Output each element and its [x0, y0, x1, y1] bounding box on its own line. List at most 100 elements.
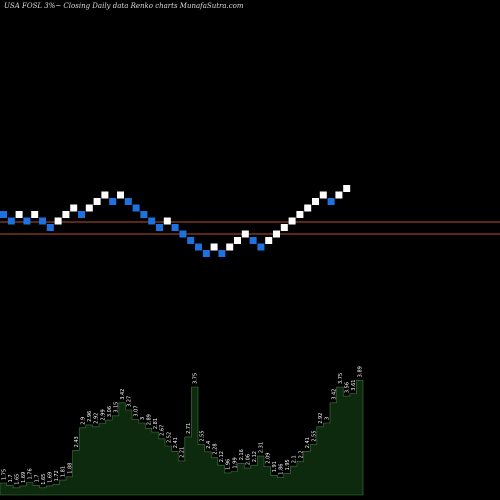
- lower-panel-value-label: 1.86: [279, 464, 285, 475]
- renko-brick-up: [101, 191, 109, 199]
- lower-panel-value-label: 1.99: [232, 457, 238, 468]
- renko-brick-up: [234, 237, 241, 244]
- renko-brick-up: [296, 211, 304, 218]
- renko-brick-up: [312, 198, 319, 205]
- lower-panel-value-label: 3.15: [114, 402, 120, 413]
- lower-panel-value-label: 1.65: [15, 474, 21, 485]
- renko-brick-up: [241, 230, 249, 238]
- lower-panel-value-label: 2.31: [259, 442, 265, 453]
- lower-panel-value-label: 2.21: [180, 447, 186, 458]
- lower-panel-value-label: 1.69: [21, 472, 27, 483]
- lower-panel-value-label: 2.12: [252, 451, 258, 462]
- lower-panel-value-label: 1.65: [41, 474, 47, 485]
- lower-panel-value-label: 2.67: [160, 425, 166, 436]
- lower-panel-value-label: 3.07: [133, 405, 139, 416]
- renko-brick-up: [31, 211, 39, 218]
- lower-panel-value-label: 2.4: [206, 441, 212, 449]
- renko-brick-up: [304, 204, 312, 212]
- lower-panel-value-label: 2.81: [153, 418, 159, 429]
- lower-panel-value-label: 2.41: [305, 437, 311, 448]
- renko-brick-down: [156, 224, 163, 231]
- renko-brick-down: [171, 224, 179, 231]
- renko-brick-down: [78, 211, 85, 218]
- lower-panel-value-label: 1.75: [1, 469, 7, 480]
- reference-lines: [0, 221, 500, 235]
- renko-brick-down: [148, 217, 156, 225]
- renko-brick-down: [109, 198, 117, 205]
- lower-panel-value-label: 2.71: [186, 423, 192, 434]
- renko-brick-up: [335, 191, 343, 199]
- lower-panel-value-label: 2.2: [298, 450, 304, 458]
- renko-brick-up: [163, 217, 171, 225]
- renko-brick-down: [39, 217, 46, 225]
- renko-brick-up: [70, 204, 78, 212]
- lower-panel-value-label: 3.75: [338, 373, 344, 384]
- lower-panel-value-label: 2.43: [74, 436, 80, 447]
- lower-panel-value-label: 2.1: [292, 455, 298, 463]
- lower-panel-value-label: 1.72: [54, 470, 60, 481]
- renko-brick-up: [288, 217, 296, 225]
- renko-brick-down: [179, 230, 187, 238]
- renko-brick-down: [257, 243, 265, 251]
- lower-panel-value-label: 2.55: [199, 430, 205, 441]
- lower-panel: [0, 380, 364, 496]
- lower-panel-value-label: 2.06: [246, 454, 252, 465]
- lower-panel-value-label: 2.99: [100, 409, 106, 420]
- renko-brick-down: [7, 217, 15, 225]
- lower-panel-value-label: 3.42: [120, 389, 126, 400]
- renko-brick-down: [0, 211, 7, 218]
- renko-bricks: [0, 185, 351, 257]
- lower-panel-labels: 1.75 1.7 1.65 1.69 1.76 1.7 1.65 1.69 1.72 1.81 1.…: [1, 366, 363, 485]
- lower-panel-value-label: 2.52: [166, 432, 172, 443]
- renko-brick-down: [187, 237, 195, 244]
- renko-brick-up: [210, 243, 218, 251]
- renko-brick-down: [46, 224, 54, 231]
- renko-brick-down: [202, 250, 210, 257]
- lower-panel-value-label: 3.75: [193, 373, 199, 384]
- renko-brick-down: [23, 217, 31, 225]
- lower-panel-value-label: 3.42: [331, 389, 337, 400]
- lower-panel-value-label: 3.89: [358, 366, 364, 377]
- lower-panel-value-label: 2.89: [147, 414, 153, 425]
- lower-panel-value-label: 1.69: [48, 472, 54, 483]
- lower-panel-value-label: 1.7: [34, 474, 40, 482]
- renko-brick-down: [218, 250, 226, 257]
- lower-panel-value-label: 1.96: [226, 459, 232, 470]
- lower-panel-value-label: 1.7: [8, 474, 14, 482]
- lower-panel-value-label: 1.81: [61, 466, 67, 477]
- renko-brick-up: [93, 198, 101, 205]
- lower-panel-value-label: 2.92: [94, 413, 100, 424]
- lower-panel-value-label: 2.96: [87, 411, 93, 422]
- lower-panel-value-label: 2.55: [312, 430, 318, 441]
- renko-brick-up: [62, 211, 70, 218]
- renko-brick-down: [140, 211, 148, 218]
- renko-brick-up: [280, 224, 288, 231]
- lower-panel-area: [0, 380, 364, 496]
- renko-brick-up: [343, 185, 351, 192]
- lower-panel-value-label: 3: [325, 417, 331, 420]
- renko-brick-up: [226, 243, 234, 251]
- renko-brick-down: [327, 198, 335, 205]
- lower-panel-value-label: 3.56: [345, 382, 351, 393]
- lower-panel-value-label: 3.61: [351, 380, 357, 391]
- chart-caption: USA FOSL 3%~ Closing Daily data Renko ch…: [4, 2, 244, 10]
- lower-panel-value-label: 2.28: [213, 443, 219, 454]
- renko-brick-up: [54, 217, 62, 225]
- lower-panel-value-label: 1.88: [67, 463, 73, 474]
- renko-brick-up: [319, 191, 327, 199]
- renko-brick-down: [124, 198, 132, 205]
- lower-panel-value-label: 1.95: [285, 459, 291, 470]
- renko-brick-up: [273, 230, 280, 238]
- lower-panel-value-label: 2.41: [173, 437, 179, 448]
- renko-brick-down: [132, 204, 140, 212]
- lower-panel-value-label: 2.9: [81, 417, 87, 425]
- lower-panel-value-label: 2.92: [318, 413, 324, 424]
- renko-brick-down: [195, 243, 202, 251]
- lower-panel-value-label: 1.91: [272, 461, 278, 472]
- renko-brick-up: [117, 191, 124, 199]
- lower-panel-value-label: 2.09: [265, 453, 271, 464]
- lower-panel-value-label: 3.27: [127, 396, 133, 407]
- lower-panel-value-label: 3: [140, 417, 146, 420]
- lower-panel-value-label: 1.76: [28, 468, 34, 479]
